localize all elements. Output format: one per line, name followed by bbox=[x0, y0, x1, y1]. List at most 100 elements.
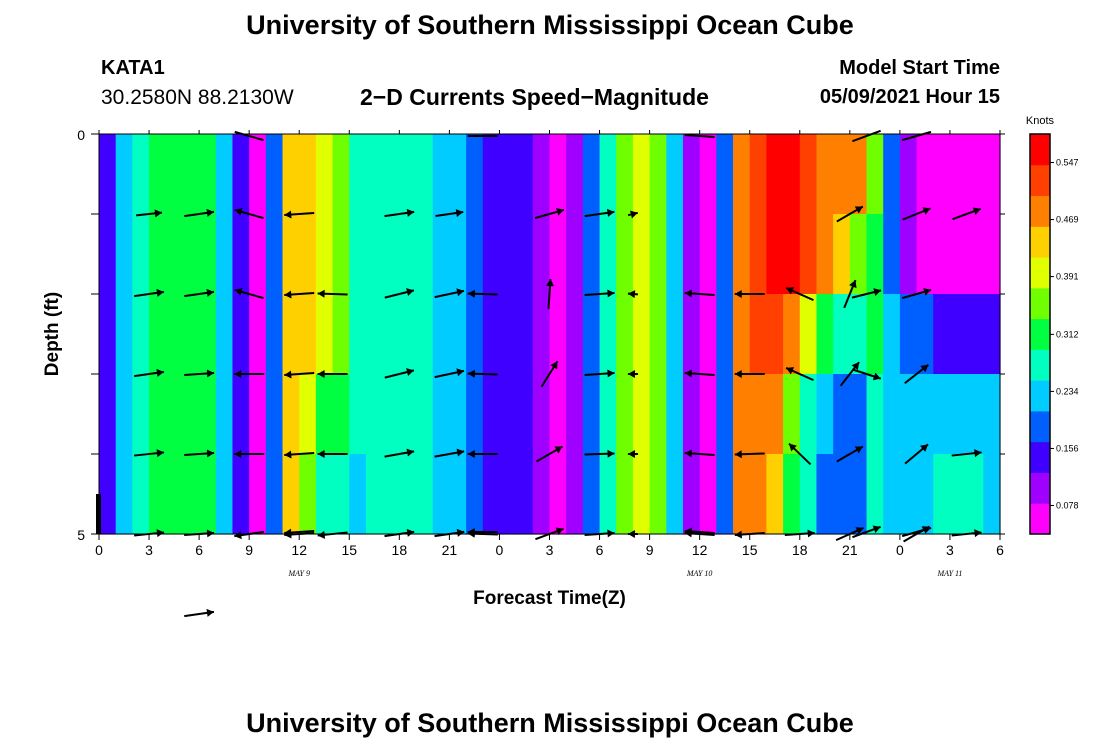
vector-head bbox=[684, 449, 692, 458]
colorbar-segment bbox=[1030, 195, 1050, 227]
heatmap-cell bbox=[766, 454, 784, 535]
heatmap-cell bbox=[766, 134, 784, 215]
current-vector bbox=[684, 369, 715, 378]
heatmap-cell bbox=[866, 454, 884, 535]
heatmap-cell bbox=[432, 374, 450, 455]
vector-head bbox=[734, 290, 742, 298]
heatmap-cell bbox=[849, 214, 868, 295]
x-axis: 0 3 6 9 12 15 18 21 0 3 6 9 12 15 18 21 0 3 6 MAY 9 MAY 10 MA… bbox=[95, 130, 1004, 578]
heatmap-cell bbox=[883, 214, 901, 295]
heatmap-cell bbox=[382, 454, 400, 535]
heatmap-cell bbox=[99, 454, 117, 535]
heatmap-cell bbox=[833, 214, 851, 295]
vector-head bbox=[284, 210, 292, 219]
colorbar-label: 0.547 bbox=[1056, 158, 1079, 168]
vector-head bbox=[234, 450, 242, 458]
heatmap-cell bbox=[933, 374, 951, 455]
vector-head bbox=[855, 527, 864, 535]
vector-head bbox=[206, 208, 214, 217]
heatmap-cell bbox=[849, 134, 868, 215]
heatmap-cell bbox=[466, 294, 484, 375]
current-vector bbox=[467, 289, 498, 298]
current-vector bbox=[184, 449, 215, 458]
current-vector bbox=[284, 210, 315, 219]
vector-head bbox=[406, 368, 414, 376]
heatmap-cell bbox=[816, 134, 834, 215]
vector-head bbox=[854, 446, 863, 454]
current-vector bbox=[467, 450, 498, 458]
vector-shaft bbox=[852, 129, 881, 143]
heatmap-cell bbox=[532, 294, 551, 375]
y-axis-title: Depth (ft) bbox=[42, 292, 63, 376]
current-vector bbox=[627, 290, 638, 299]
heatmap-cell bbox=[182, 374, 200, 455]
current-vector bbox=[951, 449, 982, 458]
heatmap-cell bbox=[149, 214, 167, 295]
current-vector bbox=[234, 130, 264, 142]
heatmap-cell bbox=[499, 374, 517, 455]
heatmap-cell bbox=[783, 134, 801, 215]
heatmap-cell bbox=[699, 214, 717, 295]
heatmap-cell bbox=[282, 454, 300, 535]
vector-head bbox=[920, 444, 929, 452]
heatmap-cell bbox=[115, 294, 133, 375]
model-start-label: Model Start Time bbox=[839, 57, 1000, 79]
vector-head bbox=[206, 608, 214, 617]
heatmap-cell bbox=[966, 134, 984, 215]
heatmap-cell bbox=[332, 294, 350, 375]
heatmap-cell bbox=[282, 134, 300, 215]
heatmap-cell bbox=[99, 214, 117, 295]
heatmap-cell bbox=[132, 374, 150, 455]
heatmap-cell bbox=[949, 374, 968, 455]
heatmap-cell bbox=[382, 214, 400, 295]
vector-head bbox=[607, 369, 615, 378]
current-vector bbox=[434, 288, 465, 299]
heatmap-cell bbox=[232, 134, 250, 215]
heatmap-cell bbox=[482, 454, 501, 535]
vector-head bbox=[607, 529, 615, 538]
vector-head bbox=[234, 287, 243, 296]
heatmap-cell bbox=[416, 214, 434, 295]
vector-head bbox=[406, 288, 414, 296]
current-vector bbox=[785, 286, 814, 302]
heatmap-cell bbox=[799, 454, 818, 535]
station-coordinates: 30.2580N 88.2130W bbox=[101, 86, 294, 109]
vector-head bbox=[234, 531, 242, 540]
current-vector bbox=[134, 288, 165, 298]
current-vector bbox=[284, 528, 315, 537]
station-id: KATA1 bbox=[101, 57, 165, 79]
vector-head bbox=[156, 449, 164, 458]
current-vector bbox=[317, 289, 348, 298]
heatmap-cell bbox=[149, 134, 167, 215]
heatmap-cell bbox=[282, 214, 300, 295]
heatmap-cell bbox=[466, 134, 484, 215]
x-tick-label: 0 bbox=[496, 542, 504, 558]
heatmap-cell bbox=[132, 294, 150, 375]
vector-head bbox=[156, 288, 164, 297]
heatmap-cell bbox=[632, 134, 651, 215]
current-vector bbox=[852, 525, 881, 539]
heatmap-cell bbox=[899, 454, 918, 535]
vector-head bbox=[284, 290, 292, 299]
heatmap-cell bbox=[332, 374, 350, 455]
heatmap-cell bbox=[365, 374, 384, 455]
x-tick-label: 0 bbox=[896, 542, 904, 558]
vector-head bbox=[317, 530, 326, 539]
colorbar-segment bbox=[1030, 410, 1050, 443]
colorbar-units: Knots bbox=[1026, 115, 1055, 127]
day-label: MAY 11 bbox=[936, 569, 962, 578]
heatmap-cell bbox=[749, 134, 768, 215]
colorbar-label: 0.312 bbox=[1056, 329, 1079, 339]
current-vector bbox=[684, 133, 715, 139]
vector-head bbox=[406, 528, 415, 537]
heatmap-cell bbox=[716, 374, 734, 455]
heatmap-cell bbox=[949, 214, 968, 295]
heatmap-cell bbox=[682, 454, 701, 535]
heatmap-cell bbox=[749, 214, 768, 295]
heatmap-cell bbox=[299, 454, 317, 535]
heatmap-cell bbox=[966, 454, 984, 535]
heatmap-cell bbox=[315, 294, 334, 375]
current-vector bbox=[134, 449, 165, 458]
colorbar-segment bbox=[1030, 226, 1050, 258]
vector-head bbox=[684, 369, 692, 378]
